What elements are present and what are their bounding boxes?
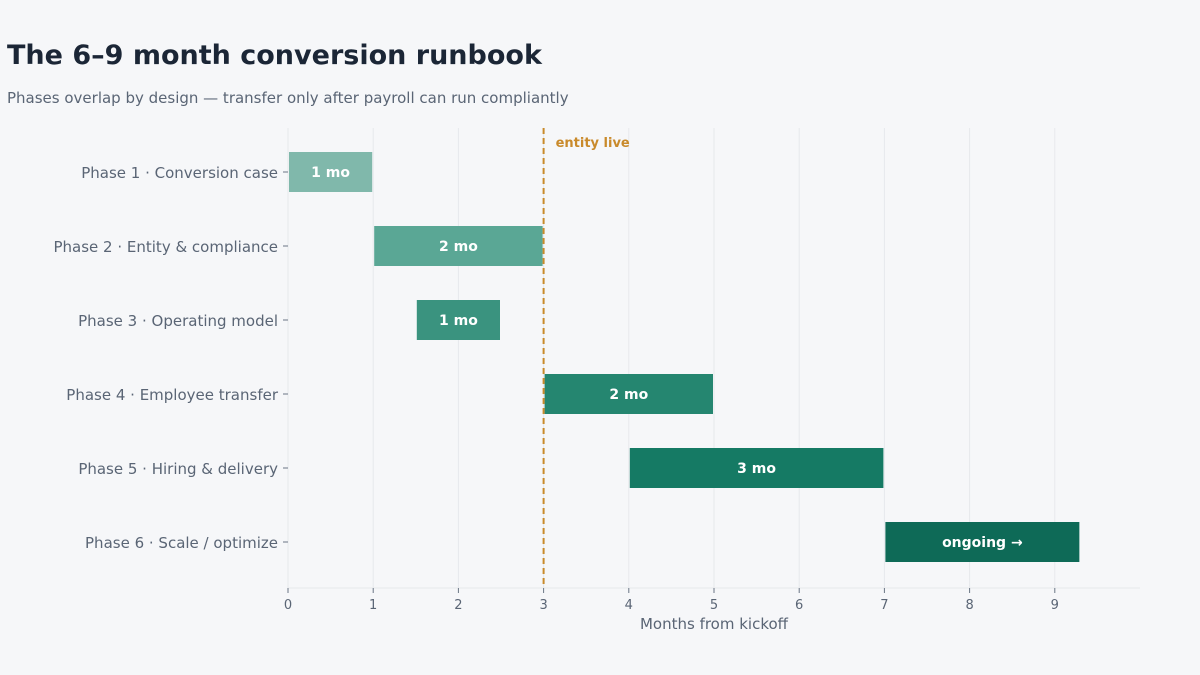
phase-label: Phase 2 · Entity & compliance bbox=[54, 238, 279, 256]
chart-subtitle: Phases overlap by design — transfer only… bbox=[7, 89, 569, 107]
x-tick-label: 1 bbox=[369, 598, 377, 613]
phase-bar bbox=[289, 152, 373, 192]
phase-bar bbox=[544, 374, 713, 414]
phase-bar bbox=[374, 226, 543, 266]
x-tick-label: 8 bbox=[965, 598, 973, 613]
chart-title: The 6–9 month conversion runbook bbox=[7, 40, 542, 71]
phase-label: Phase 5 · Hiring & delivery bbox=[78, 460, 278, 478]
phase-bars: 1 mo 2 mo 1 mo 2 mo 3 mo ongoing → bbox=[289, 152, 1080, 562]
x-tick-label: 2 bbox=[454, 598, 462, 613]
x-tick-label: 7 bbox=[880, 598, 888, 613]
x-tick-label: 5 bbox=[710, 598, 718, 613]
marker-label: entity live bbox=[556, 136, 630, 151]
bar-duration-label: 2 mo bbox=[439, 239, 478, 255]
bar-duration-label: 2 mo bbox=[609, 387, 648, 403]
phase-label: Phase 4 · Employee transfer bbox=[66, 386, 279, 404]
grid-lines bbox=[287, 128, 1140, 589]
x-tick-label: 4 bbox=[625, 598, 633, 613]
milestone-marker: entity live bbox=[542, 128, 630, 588]
phase-label: Phase 1 · Conversion case bbox=[81, 164, 278, 182]
phase-bar bbox=[885, 522, 1080, 562]
x-tick-label: 3 bbox=[539, 598, 547, 613]
x-axis-label: Months from kickoff bbox=[640, 615, 789, 633]
phase-label: Phase 3 · Operating model bbox=[78, 312, 278, 330]
bar-duration-label: 1 mo bbox=[311, 165, 350, 181]
x-tick-label: 9 bbox=[1051, 598, 1059, 613]
axes: 0 1 2 3 4 5 6 7 8 9 Phase 1 · Conversion case Phase… bbox=[54, 164, 1059, 613]
x-tick-label: 0 bbox=[284, 598, 292, 613]
bar-duration-label: 1 mo bbox=[439, 313, 478, 329]
bar-duration-label: 3 mo bbox=[737, 461, 776, 477]
x-tick-label: 6 bbox=[795, 598, 803, 613]
phase-bar bbox=[629, 448, 884, 488]
bar-duration-label: ongoing → bbox=[942, 535, 1023, 551]
phase-bar bbox=[416, 300, 500, 340]
phase-label: Phase 6 · Scale / optimize bbox=[85, 534, 278, 552]
